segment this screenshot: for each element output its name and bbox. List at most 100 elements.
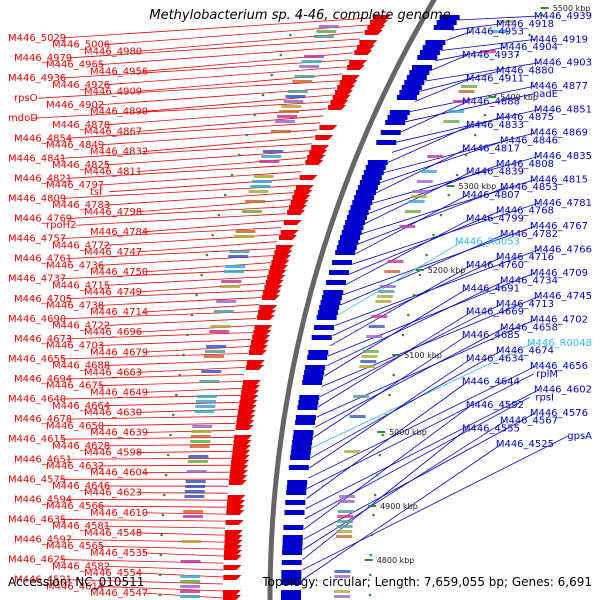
reverse-gene xyxy=(281,590,301,595)
feature-stripe xyxy=(361,355,378,358)
gene-label-left: M446_4854 xyxy=(14,133,72,144)
gene-label-left: M446_4679 xyxy=(90,347,148,358)
gene-label-left: M446_4604 xyxy=(90,468,148,479)
reverse-gene xyxy=(433,25,454,30)
ring-dot xyxy=(432,233,435,237)
gene-label-left: rpsO xyxy=(14,93,38,104)
gene-label-right: nadE xyxy=(533,89,558,100)
reverse-gene xyxy=(285,500,306,505)
forward-gene xyxy=(265,280,284,285)
connector-line xyxy=(136,572,224,578)
forward-gene xyxy=(246,360,265,365)
forward-gene xyxy=(227,495,246,500)
connector-line xyxy=(98,381,243,387)
forward-gene xyxy=(252,335,271,340)
reverse-gene xyxy=(295,415,316,420)
forward-gene xyxy=(294,190,313,195)
forward-gene xyxy=(267,275,286,280)
feature-stripe xyxy=(199,380,220,383)
connector-line xyxy=(60,519,226,522)
feature-stripe xyxy=(416,180,433,183)
feature-stripe xyxy=(196,395,217,398)
feature-stripe xyxy=(443,120,460,123)
feature-stripe xyxy=(206,345,227,348)
feature-stripe xyxy=(213,310,234,313)
connector-line xyxy=(98,585,224,592)
forward-gene xyxy=(223,565,242,570)
genome-backbone xyxy=(267,0,437,600)
connector-line xyxy=(66,374,245,380)
reverse-gene xyxy=(302,380,323,385)
ring-dot xyxy=(369,573,372,577)
gene-label-left: M446_4582 xyxy=(52,561,110,572)
connector-line xyxy=(342,225,536,296)
kbp-tick-label: 5100 kbp xyxy=(404,351,442,360)
forward-gene xyxy=(238,405,257,410)
gene-label-left: M446_4736 xyxy=(46,260,104,271)
feature-stripe xyxy=(353,395,370,398)
reverse-gene xyxy=(345,220,366,225)
feature-stripe xyxy=(181,540,202,543)
gene-label-right: M446_4767 xyxy=(530,221,588,232)
connector-line xyxy=(319,303,502,398)
forward-gene xyxy=(236,420,255,425)
gene-label-left: tsf xyxy=(90,187,103,198)
feature-stripe xyxy=(275,120,295,123)
ring-dot xyxy=(169,433,172,437)
reverse-gene xyxy=(335,250,356,255)
gene-label-left: M446_4979 xyxy=(14,53,72,64)
feature-stripe xyxy=(245,200,266,203)
ring-dot xyxy=(200,273,203,277)
reverse-gene xyxy=(291,445,312,450)
gene-label-right: M446_4815 xyxy=(530,174,588,185)
forward-gene xyxy=(261,295,280,300)
gene-label-left: M446_4598 xyxy=(84,448,142,459)
feature-stripe xyxy=(371,315,388,318)
reverse-gene xyxy=(346,215,367,220)
connector-line xyxy=(104,66,346,86)
reverse-gene xyxy=(389,110,410,115)
connector-line xyxy=(142,346,250,353)
connector-line xyxy=(400,101,468,133)
connector-line xyxy=(98,171,301,186)
feature-stripe xyxy=(263,150,284,153)
connector-line xyxy=(136,492,228,494)
gene-label-left: M446_4798 xyxy=(84,207,142,218)
connector-line xyxy=(66,206,289,219)
gene-label-right: M446_4903 xyxy=(534,58,592,69)
feature-stripe xyxy=(185,480,206,483)
reverse-gene xyxy=(409,70,430,75)
forward-gene xyxy=(239,400,258,405)
connector-line xyxy=(323,288,468,377)
reverse-gene xyxy=(282,550,303,555)
reverse-gene xyxy=(367,160,388,165)
connector-line xyxy=(345,217,472,286)
ring-dot xyxy=(172,413,175,417)
reverse-gene xyxy=(292,435,313,440)
gene-label-left: M446_4737 xyxy=(8,274,66,285)
connector-line xyxy=(451,23,502,31)
feature-stripe xyxy=(480,50,497,53)
gene-label-left: M446_4769 xyxy=(14,214,72,225)
connector-line xyxy=(316,319,536,418)
forward-gene xyxy=(339,80,358,85)
feature-stripe xyxy=(336,520,353,523)
gene-label-right: M446_4555 xyxy=(462,423,520,434)
gene-label-left: M446_4749 xyxy=(84,287,142,298)
forward-gene xyxy=(233,440,252,445)
ring-dot xyxy=(245,133,248,137)
reverse-gene xyxy=(340,235,360,240)
feature-stripe xyxy=(387,260,404,263)
reverse-gene xyxy=(282,540,303,545)
gene-label-right: M446_4851 xyxy=(534,104,592,115)
ring-dot xyxy=(381,433,385,437)
gene-label-right: M446_4760 xyxy=(466,260,524,271)
gene-label-left: M446_4811 xyxy=(84,167,142,178)
feature-stripe xyxy=(427,155,444,158)
ring-dot xyxy=(163,493,166,497)
reverse-gene xyxy=(281,575,302,580)
connector-line xyxy=(60,17,372,39)
kbp-tick-label: 5400 kbp xyxy=(500,93,538,102)
gene-label-right: M446_4716 xyxy=(496,252,554,263)
connector-line xyxy=(435,46,506,62)
